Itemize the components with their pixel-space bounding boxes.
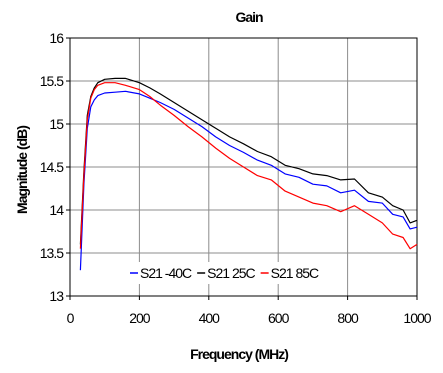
legend-label: S21 25C <box>207 265 255 281</box>
y-axis-title: Magnitude (dB) <box>14 126 30 214</box>
x-tick-label: 1000 <box>403 310 431 326</box>
series-line-s21-40c <box>79 90 418 271</box>
y-tick-label: 15.5 <box>40 73 64 89</box>
legend-box <box>124 262 325 284</box>
x-tick-label: 0 <box>67 310 75 326</box>
y-tick-label: 15 <box>49 116 64 132</box>
chart-title: Gain <box>235 9 263 25</box>
x-axis-title: Frequency (MHz) <box>190 346 288 362</box>
y-tick-label: 14 <box>49 202 64 218</box>
y-tick-label: 13 <box>49 288 64 304</box>
legend-label: S21 -40C <box>140 265 192 281</box>
y-tick-label: 16 <box>49 30 64 46</box>
y-tick-label: 14.5 <box>40 159 64 175</box>
x-tick-label: 800 <box>337 310 359 326</box>
series-lines <box>79 77 418 271</box>
series-line-s21-25c <box>79 77 418 245</box>
legend-label: S21 85C <box>271 265 319 281</box>
series-line-s21-85c <box>79 82 418 250</box>
legend: S21 -40C S21 25C S21 85C <box>124 262 325 284</box>
axis-ticks: 13 13.5 14 14.5 15 15.5 16 0 200 400 600 800 1000 <box>40 30 433 326</box>
x-tick-label: 200 <box>129 310 151 326</box>
y-tick-label: 13.5 <box>40 245 64 261</box>
x-tick-label: 400 <box>199 310 221 326</box>
x-tick-label: 600 <box>268 310 290 326</box>
